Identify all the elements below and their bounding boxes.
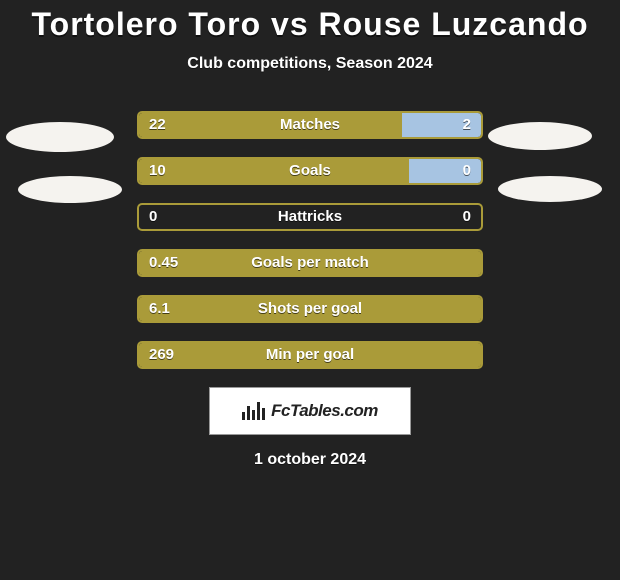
stat-row-min-per-goal: 269 Min per goal [137,341,483,369]
chart-bars-icon [242,402,265,420]
stat-row-hattricks: 0 Hattricks 0 [137,203,483,231]
avatar-left-2 [18,176,122,203]
footer-badge[interactable]: FcTables.com [209,387,411,435]
footer-brand-text: FcTables.com [271,401,378,421]
stat-row-goals-per-match: 0.45 Goals per match [137,249,483,277]
stat-label: Hattricks [137,203,483,231]
stat-label: Min per goal [137,341,483,369]
value-right: 0 [463,203,471,231]
avatar-right-1 [488,122,592,150]
stat-label: Goals per match [137,249,483,277]
stat-label: Goals [137,157,483,185]
stat-label: Matches [137,111,483,139]
stats-container: 22 Matches 2 10 Goals 0 0 Hattricks 0 0.… [0,111,620,369]
stat-row-matches: 22 Matches 2 [137,111,483,139]
subtitle: Club competitions, Season 2024 [0,55,620,73]
avatar-right-2 [498,176,602,202]
stat-row-goals: 10 Goals 0 [137,157,483,185]
stat-row-shots-per-goal: 6.1 Shots per goal [137,295,483,323]
stat-label: Shots per goal [137,295,483,323]
date-text: 1 october 2024 [0,451,620,469]
value-right: 0 [463,157,471,185]
value-right: 2 [463,111,471,139]
page-title: Tortolero Toro vs Rouse Luzcando [0,0,620,43]
avatar-left-1 [6,122,114,152]
